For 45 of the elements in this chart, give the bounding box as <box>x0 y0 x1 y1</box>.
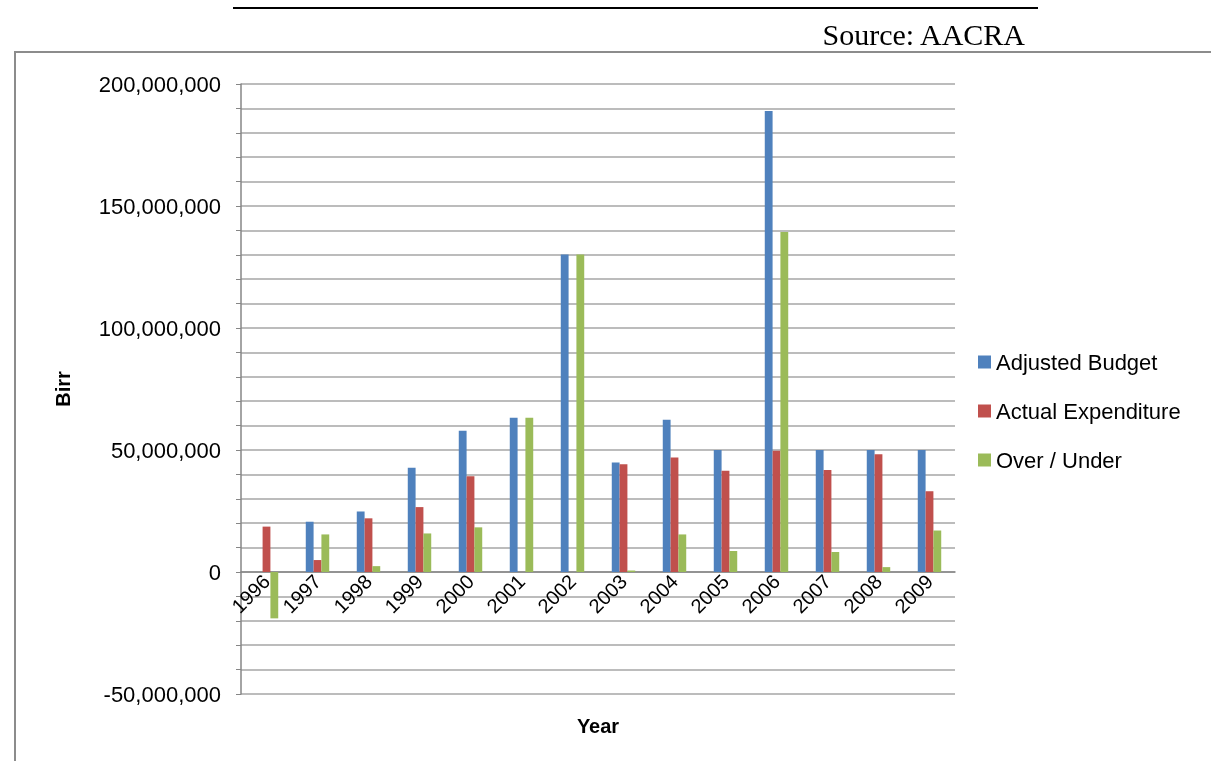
bar <box>780 232 789 572</box>
bar <box>882 567 891 572</box>
y-tick-label: 100,000,000 <box>98 315 221 341</box>
bar <box>815 450 824 572</box>
bar <box>407 467 416 572</box>
bar <box>917 450 926 572</box>
source-note: Source: AACRA <box>822 17 1025 53</box>
bar <box>831 551 840 572</box>
y-axis-title: Birr <box>52 371 74 407</box>
y-tick-label: -50,000,000 <box>103 681 221 707</box>
bar <box>662 419 671 572</box>
bar <box>678 534 687 572</box>
bar <box>415 507 424 572</box>
bar <box>474 527 483 572</box>
bar <box>423 533 432 572</box>
bar <box>713 450 722 572</box>
bar <box>874 454 883 572</box>
legend-label: Adjusted Budget <box>996 349 1158 375</box>
bar <box>560 254 569 572</box>
bar <box>458 430 467 572</box>
bar <box>764 111 773 572</box>
bar <box>933 530 942 572</box>
y-tick-label: 200,000,000 <box>98 71 221 97</box>
bar <box>356 511 365 572</box>
bar <box>466 476 475 572</box>
x-axis-title: Year <box>576 715 620 737</box>
bar <box>372 566 381 572</box>
bar <box>509 417 518 572</box>
bar <box>305 521 314 572</box>
legend-label: Over / Under <box>996 447 1122 473</box>
bar <box>525 417 534 572</box>
bar <box>619 464 628 572</box>
bar <box>729 551 738 572</box>
legend-label: Actual Expenditure <box>996 398 1181 424</box>
bar <box>364 518 373 572</box>
bar <box>270 572 279 619</box>
bar <box>576 254 585 572</box>
bar <box>866 450 875 572</box>
bar <box>611 462 620 572</box>
y-tick-label: 0 <box>208 559 221 585</box>
bar <box>313 560 322 572</box>
bar <box>321 534 330 572</box>
bar <box>925 491 934 572</box>
y-tick-label: 150,000,000 <box>98 193 221 219</box>
y-tick-label: 50,000,000 <box>110 437 221 463</box>
